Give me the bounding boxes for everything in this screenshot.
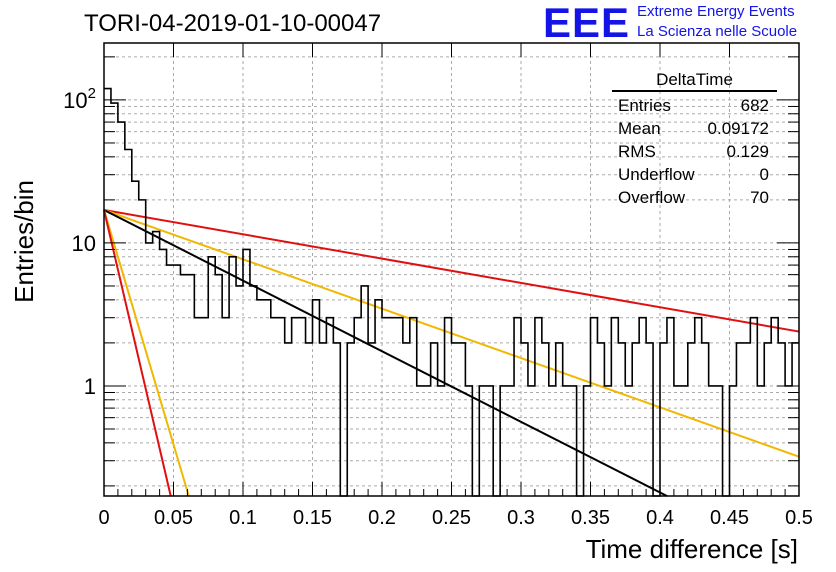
y-axis-label: Entries/bin [9, 180, 39, 303]
fit-line [103, 209, 190, 497]
x-tick-label: 0.45 [710, 507, 749, 529]
x-tick-label: 0.3 [507, 507, 535, 529]
x-tick-label: 0.1 [229, 507, 257, 529]
run-title: TORI-04-2019-01-10-00047 [84, 10, 382, 37]
x-tick-label: 0.25 [432, 507, 471, 529]
stats-row-mean: Mean 0.09172 [612, 117, 777, 140]
x-tick-label: 0.4 [646, 507, 674, 529]
stats-row-rms: RMS 0.129 [612, 140, 777, 163]
stats-label: Underflow [618, 165, 695, 184]
stats-label: Entries [618, 96, 671, 115]
stats-value: 0.09172 [707, 119, 769, 138]
histogram-outline [104, 87, 799, 497]
histogram-steps [104, 87, 799, 497]
stats-label: RMS [618, 142, 656, 161]
stats-value: 70 [750, 188, 769, 207]
stats-box: DeltaTime Entries 682 Mean 0.09172 RMS 0… [612, 70, 777, 209]
x-tick-label: 0.15 [293, 507, 332, 529]
fit-line [103, 209, 668, 497]
stats-divider [612, 90, 777, 92]
fit-line [103, 209, 172, 497]
x-tick-label: 0.35 [571, 507, 610, 529]
stats-label: Overflow [618, 188, 686, 207]
stats-label: Mean [618, 119, 661, 138]
eee-logo: EEE [543, 0, 631, 46]
stats-title: DeltaTime [656, 70, 733, 89]
y-tick-label: 10 [72, 231, 96, 256]
y-tick-label: 1 [84, 374, 96, 399]
x-tick-label: 0.5 [785, 507, 813, 529]
stats-value: 0 [759, 165, 769, 184]
eee-logo-line-2: La Scienza nelle Scuole [637, 23, 798, 40]
stats-value: 0.129 [726, 142, 769, 161]
stats-row-underflow: Underflow 0 [612, 163, 777, 186]
stats-row-entries: Entries 682 [612, 94, 777, 117]
x-tick-label: 0.2 [368, 507, 396, 529]
fit-line [103, 208, 800, 333]
axis-ticks: 0 0.05 0.1 0.15 0.2 0.25 0.3 0.35 0.4 0.45 0.5 1 10 1… [63, 43, 813, 529]
x-axis-label: Time difference [s] [586, 534, 798, 564]
y-tick-label: 102 [63, 85, 96, 113]
eee-logo-line-1: Extreme Energy Events [637, 3, 795, 20]
stats-row-overflow: Overflow 70 [612, 186, 777, 209]
stats-value: 682 [740, 96, 769, 115]
x-tick-label: 0.05 [154, 507, 193, 529]
fit-lines [103, 208, 800, 497]
x-tick-label: 0 [98, 507, 109, 529]
